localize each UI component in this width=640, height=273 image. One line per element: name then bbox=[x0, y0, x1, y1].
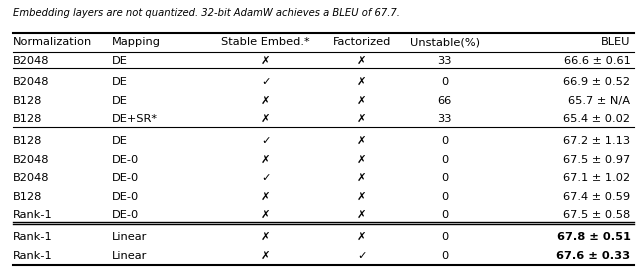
Text: 0: 0 bbox=[441, 136, 449, 146]
Text: ✗: ✗ bbox=[357, 55, 366, 66]
Text: B2048: B2048 bbox=[13, 155, 49, 165]
Text: B2048: B2048 bbox=[13, 173, 49, 183]
Text: Factorized: Factorized bbox=[332, 37, 391, 47]
Text: B2048: B2048 bbox=[13, 55, 49, 66]
Text: ✗: ✗ bbox=[261, 155, 270, 165]
Text: 67.2 ± 1.13: 67.2 ± 1.13 bbox=[563, 136, 630, 146]
Text: DE-0: DE-0 bbox=[112, 192, 140, 202]
Text: DE-0: DE-0 bbox=[112, 155, 140, 165]
Text: 0: 0 bbox=[441, 173, 449, 183]
Text: Stable Embed.*: Stable Embed.* bbox=[221, 37, 310, 47]
Text: B128: B128 bbox=[13, 96, 42, 106]
Text: ✗: ✗ bbox=[357, 173, 366, 183]
Text: DE-0: DE-0 bbox=[112, 173, 140, 183]
Text: DE: DE bbox=[112, 77, 128, 87]
Text: ✗: ✗ bbox=[357, 96, 366, 106]
Text: ✗: ✗ bbox=[261, 55, 270, 66]
Text: 67.1 ± 1.02: 67.1 ± 1.02 bbox=[563, 173, 630, 183]
Text: ✗: ✗ bbox=[261, 96, 270, 106]
Text: 33: 33 bbox=[438, 55, 452, 66]
Text: 0: 0 bbox=[441, 192, 449, 202]
Text: Rank-1: Rank-1 bbox=[13, 232, 52, 242]
Text: Embedding layers are not quantized. 32-bit AdamW achieves a BLEU of 67.7.: Embedding layers are not quantized. 32-b… bbox=[13, 8, 399, 18]
Text: Unstable(%): Unstable(%) bbox=[410, 37, 480, 47]
Text: 67.5 ± 0.97: 67.5 ± 0.97 bbox=[563, 155, 630, 165]
Text: Rank-1: Rank-1 bbox=[13, 210, 52, 220]
Text: 0: 0 bbox=[441, 251, 449, 260]
Text: ✗: ✗ bbox=[261, 114, 270, 124]
Text: 67.5 ± 0.58: 67.5 ± 0.58 bbox=[563, 210, 630, 220]
Text: DE-0: DE-0 bbox=[112, 210, 140, 220]
Text: DE: DE bbox=[112, 96, 128, 106]
Text: ✗: ✗ bbox=[357, 210, 366, 220]
Text: 67.6 ± 0.33: 67.6 ± 0.33 bbox=[556, 251, 630, 260]
Text: ✗: ✗ bbox=[357, 232, 366, 242]
Text: BLEU: BLEU bbox=[601, 37, 630, 47]
Text: ✗: ✗ bbox=[261, 251, 270, 260]
Text: Rank-1: Rank-1 bbox=[13, 251, 52, 260]
Text: 66: 66 bbox=[438, 96, 452, 106]
Text: 0: 0 bbox=[441, 155, 449, 165]
Text: 0: 0 bbox=[441, 232, 449, 242]
Text: ✗: ✗ bbox=[357, 192, 366, 202]
Text: DE+SR*: DE+SR* bbox=[112, 114, 158, 124]
Text: DE: DE bbox=[112, 136, 128, 146]
Text: ✓: ✓ bbox=[261, 77, 270, 87]
Text: ✗: ✗ bbox=[261, 192, 270, 202]
Text: 67.4 ± 0.59: 67.4 ± 0.59 bbox=[563, 192, 630, 202]
Text: 0: 0 bbox=[441, 77, 449, 87]
Text: ✗: ✗ bbox=[261, 210, 270, 220]
Text: ✗: ✗ bbox=[357, 114, 366, 124]
Text: ✗: ✗ bbox=[357, 136, 366, 146]
Text: ✗: ✗ bbox=[357, 77, 366, 87]
Text: B128: B128 bbox=[13, 192, 42, 202]
Text: Mapping: Mapping bbox=[112, 37, 161, 47]
Text: ✗: ✗ bbox=[357, 155, 366, 165]
Text: 67.8 ± 0.51: 67.8 ± 0.51 bbox=[557, 232, 630, 242]
Text: Linear: Linear bbox=[112, 251, 147, 260]
Text: ✓: ✓ bbox=[261, 136, 270, 146]
Text: 65.7 ± N/A: 65.7 ± N/A bbox=[568, 96, 630, 106]
Text: B128: B128 bbox=[13, 136, 42, 146]
Text: DE: DE bbox=[112, 55, 128, 66]
Text: B2048: B2048 bbox=[13, 77, 49, 87]
Text: 33: 33 bbox=[438, 114, 452, 124]
Text: 66.9 ± 0.52: 66.9 ± 0.52 bbox=[563, 77, 630, 87]
Text: ✗: ✗ bbox=[261, 232, 270, 242]
Text: 0: 0 bbox=[441, 210, 449, 220]
Text: B128: B128 bbox=[13, 114, 42, 124]
Text: Normalization: Normalization bbox=[13, 37, 92, 47]
Text: ✓: ✓ bbox=[261, 173, 270, 183]
Text: 66.6 ± 0.61: 66.6 ± 0.61 bbox=[564, 55, 630, 66]
Text: 65.4 ± 0.02: 65.4 ± 0.02 bbox=[563, 114, 630, 124]
Text: Linear: Linear bbox=[112, 232, 147, 242]
Text: ✓: ✓ bbox=[357, 251, 366, 260]
